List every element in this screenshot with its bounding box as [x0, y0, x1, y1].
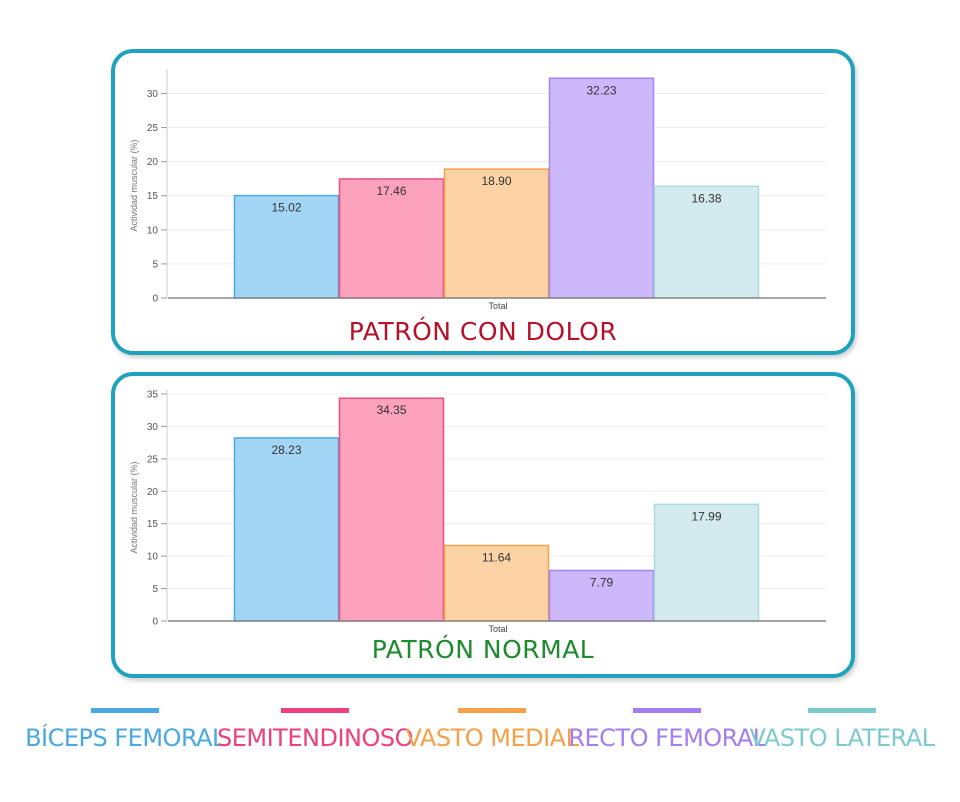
bar-value-label: 11.64 — [482, 551, 511, 565]
y-tick-label: 30 — [147, 89, 159, 100]
y-tick-label: 5 — [152, 584, 158, 595]
y-tick-label: 25 — [147, 454, 159, 465]
y-tick-label: 5 — [152, 259, 158, 270]
legend-label: VASTO LATERAL — [749, 724, 935, 752]
y-tick-label: 10 — [147, 225, 159, 236]
panel-title-normal: PATRÓN NORMAL — [371, 635, 595, 664]
y-tick-label: 20 — [147, 157, 159, 168]
x-category-label: Total — [488, 624, 507, 634]
legend: BÍCEPS FEMORAL SEMITENDINOSO VASTO MEDIA… — [0, 700, 960, 780]
bar — [443, 168, 550, 299]
y-tick-label: 35 — [147, 390, 159, 401]
bar-chart-normal: 0 5 10 15 20 25 30 35 Actividad muscular (%) 28.2… — [129, 390, 826, 634]
y-tick-label: 15 — [147, 191, 159, 202]
bar-value-label: 18.90 — [481, 174, 511, 188]
legend-label: RECTO FEMORAL — [568, 724, 766, 752]
bar-value-label: 32.23 — [586, 83, 616, 97]
bar-value-label: 17.46 — [376, 184, 406, 198]
bar-value-label: 28.23 — [271, 443, 301, 457]
bar — [653, 185, 760, 299]
y-tick-label: 30 — [147, 422, 159, 433]
bar-value-label: 17.99 — [691, 509, 721, 523]
y-tick-label: 15 — [147, 519, 159, 530]
y-tick-label: 20 — [147, 487, 159, 498]
bar — [233, 194, 340, 299]
bar — [233, 437, 340, 622]
bar-value-label: 34.35 — [376, 403, 406, 417]
y-tick-label: 25 — [147, 123, 159, 134]
legend-swatch — [633, 708, 701, 713]
bar-value-label: 15.02 — [271, 201, 301, 215]
legend-label: VASTO MEDIAL — [405, 724, 579, 752]
legend-label: BÍCEPS FEMORAL — [25, 724, 225, 752]
x-category-label: Total — [488, 301, 507, 311]
chart-panel-dolor: 0 5 10 15 20 25 30 Actividad muscular (%) 15.02 1… — [111, 49, 855, 355]
bar — [548, 77, 655, 299]
bar — [548, 569, 655, 622]
legend-label: SEMITENDINOSO — [217, 724, 414, 752]
bar-value-label: 16.38 — [691, 191, 721, 205]
y-tick-label: 10 — [147, 552, 159, 563]
y-tick-label: 0 — [152, 617, 158, 628]
bar — [338, 178, 445, 299]
chart-panel-normal: 0 5 10 15 20 25 30 35 Actividad muscular (%) 28.2… — [111, 372, 855, 678]
bar — [653, 503, 760, 622]
legend-swatch — [808, 708, 876, 713]
panel-title-dolor: PATRÓN CON DOLOR — [348, 317, 618, 346]
legend-swatch — [91, 708, 159, 713]
bar-value-label: 7.79 — [590, 575, 614, 589]
bar — [443, 544, 550, 622]
y-axis-label: Actividad muscular (%) — [129, 139, 139, 231]
y-tick-label: 0 — [152, 294, 158, 305]
bar — [338, 397, 445, 622]
legend-swatch — [458, 708, 526, 713]
bar-chart-dolor: 0 5 10 15 20 25 30 Actividad muscular (%) 15.02 1… — [129, 69, 826, 311]
legend-swatch — [281, 708, 349, 713]
y-axis-label: Actividad muscular (%) — [129, 461, 139, 553]
